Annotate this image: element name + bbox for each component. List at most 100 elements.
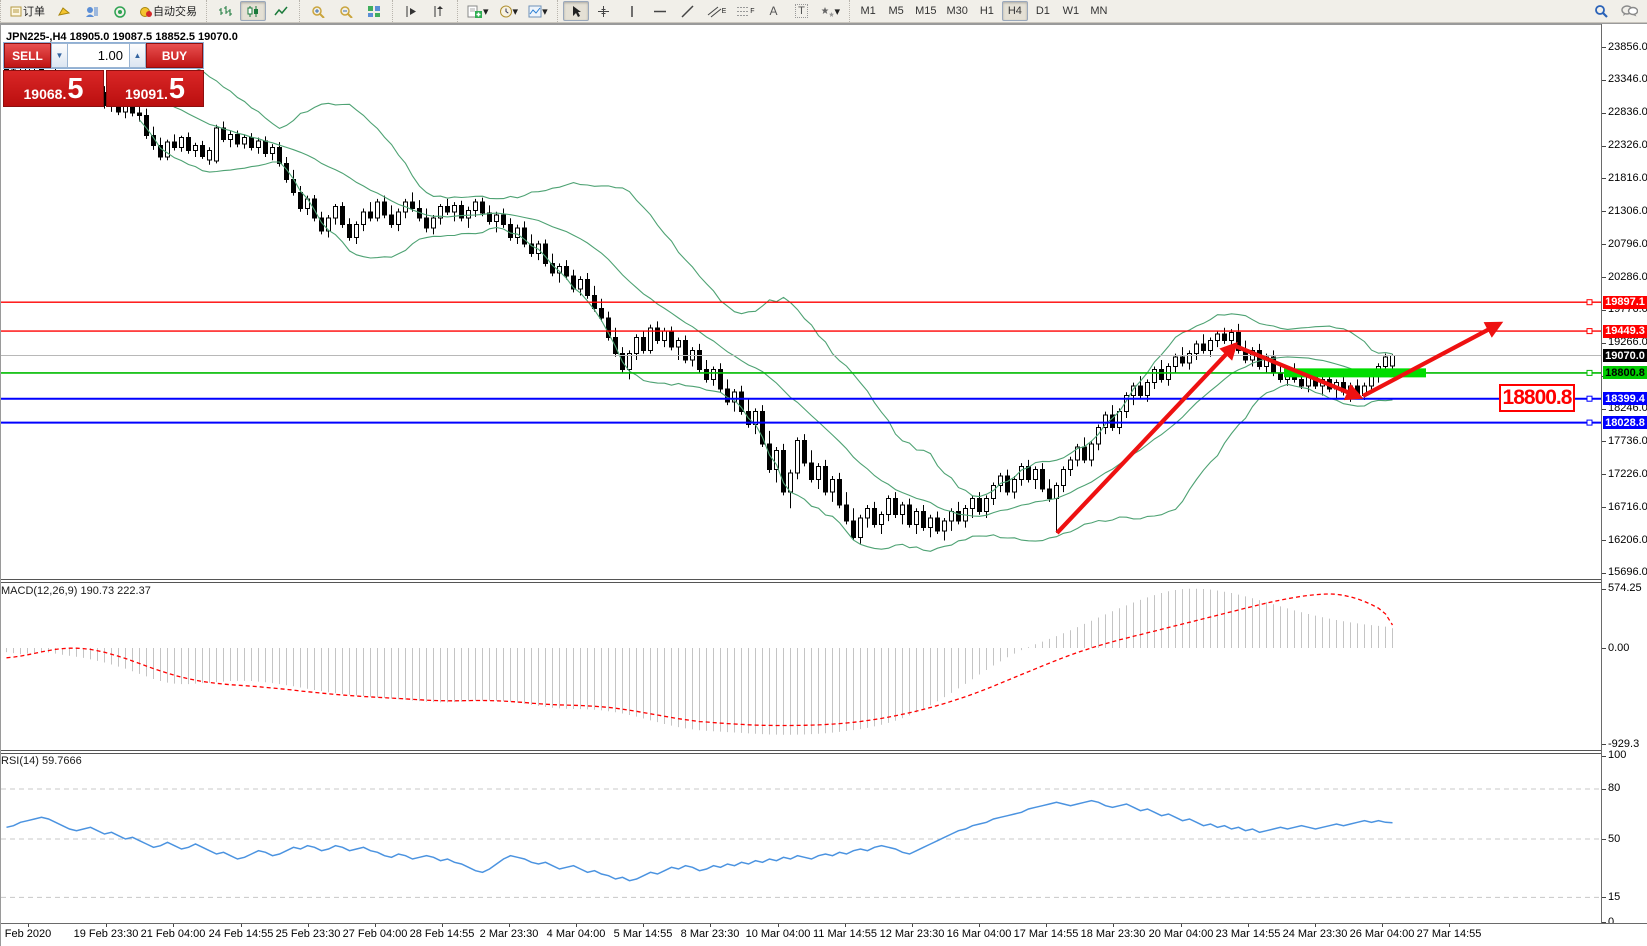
new-order-button[interactable]: 订单 xyxy=(6,1,49,21)
rsi-tick-100: 100 xyxy=(1608,749,1627,762)
time-label: 21 Feb 04:00 xyxy=(140,928,206,940)
timeframe-button-MN[interactable]: MN xyxy=(1090,5,1108,17)
autotrade-button[interactable]: 自动交易 xyxy=(135,1,201,21)
signals-button[interactable] xyxy=(107,1,133,21)
toolbar-group-chart-type xyxy=(206,0,299,22)
data-window-icon xyxy=(86,6,98,17)
timeframe-button-M30[interactable]: M30 xyxy=(946,5,968,17)
label-tool-button[interactable]: T xyxy=(789,1,815,21)
volume-input[interactable]: 1.00 xyxy=(68,43,129,68)
candlestick-chart-button[interactable] xyxy=(240,1,266,21)
axis-tick-mark xyxy=(1602,755,1606,757)
price-tick-21306: 21306.0 xyxy=(1608,204,1647,217)
timeframe-button-W1[interactable]: W1 xyxy=(1062,5,1080,17)
bid-price-panel[interactable]: 19068. 5 xyxy=(3,70,104,107)
time-tick-mark xyxy=(1046,924,1047,927)
timeframe-button-H4[interactable]: H4 xyxy=(1001,1,1028,21)
templates-button[interactable]: ▾ xyxy=(524,1,552,21)
time-tick-mark xyxy=(710,924,711,927)
horizontal-line-tool-button[interactable] xyxy=(647,1,673,21)
horizontal-line-icon xyxy=(653,10,666,12)
hline-handle-18028.8[interactable] xyxy=(1586,419,1593,426)
trendline-tool-button[interactable] xyxy=(675,1,701,21)
price-tick-20796: 20796.0 xyxy=(1608,237,1647,250)
chat-button[interactable] xyxy=(1616,1,1642,21)
zoom-out-button[interactable] xyxy=(333,1,359,21)
trend-arrow-segment-1[interactable] xyxy=(1055,341,1238,535)
time-axis[interactable]: Feb 2020 19 Feb 23:30 21 Feb 04:00 24 Feb 1… xyxy=(1,923,1647,946)
hline-handle-18800.8[interactable] xyxy=(1586,369,1593,376)
rsi-pane-resizer[interactable] xyxy=(1,750,1601,754)
axis-tick-mark xyxy=(1602,572,1606,574)
axis-tick-mark xyxy=(1602,441,1606,443)
trend-arrow-segment-3[interactable] xyxy=(1362,321,1504,398)
volume-decrease-button[interactable]: ▼ xyxy=(51,43,68,68)
time-label: 17 Mar 14:55 xyxy=(1013,928,1079,940)
axis-tick-mark xyxy=(1602,839,1606,840)
price-chip-19897.1: 19897.1 xyxy=(1603,295,1647,309)
chart-shift-button[interactable] xyxy=(426,1,452,21)
cursor-icon xyxy=(572,5,581,17)
bar-chart-button[interactable] xyxy=(212,1,238,21)
channel-e-label: E xyxy=(721,7,727,15)
auto-scroll-button[interactable] xyxy=(398,1,424,21)
line-chart-button[interactable] xyxy=(268,1,294,21)
chart-canvas[interactable] xyxy=(1,24,1601,945)
time-label: 12 Mar 23:30 xyxy=(879,928,945,940)
market-watch-button[interactable] xyxy=(51,1,77,21)
indicators-add-icon xyxy=(467,5,482,18)
fibonacci-tool-button[interactable]: F xyxy=(732,1,758,21)
axis-tick-mark xyxy=(1602,922,1606,924)
ask-price-panel[interactable]: 19091. 5 xyxy=(106,70,204,107)
time-tick-mark xyxy=(375,924,376,927)
time-label: 24 Mar 23:30 xyxy=(1282,928,1348,940)
vertical-line-tool-button[interactable] xyxy=(619,1,645,21)
axis-tick-mark xyxy=(1602,588,1606,590)
chart-shift-icon xyxy=(434,5,443,17)
macd-pane-resizer[interactable] xyxy=(1,579,1601,583)
bid-price-main: 19068. xyxy=(23,86,67,102)
ask-price-pips: 5 xyxy=(168,73,185,105)
volume-increase-button[interactable]: ▲ xyxy=(129,43,146,68)
indicators-add-button[interactable]: ▾ xyxy=(463,1,493,21)
channel-tool-button[interactable]: E xyxy=(703,1,731,21)
buy-button[interactable]: BUY xyxy=(146,43,203,68)
bid-price-pips: 5 xyxy=(67,73,84,105)
timeframe-button-H1[interactable]: H1 xyxy=(979,5,994,17)
time-tick-mark xyxy=(308,924,309,927)
timeframe-button-M1[interactable]: M1 xyxy=(860,5,876,17)
hline-handle-19449.3[interactable] xyxy=(1586,328,1593,335)
cursor-tool-button[interactable] xyxy=(562,1,589,21)
support-zone-bar[interactable] xyxy=(1284,368,1426,378)
axis-tick-mark xyxy=(1602,342,1606,344)
timeframe-button-D1[interactable]: D1 xyxy=(1035,5,1050,17)
timeframe-button-M5[interactable]: M5 xyxy=(888,5,904,17)
text-tool-button[interactable]: A xyxy=(761,1,787,21)
periods-button[interactable]: ▾ xyxy=(495,1,523,21)
timeframe-button-M15[interactable]: M15 xyxy=(915,5,937,17)
hline-handle-19897.1[interactable] xyxy=(1586,299,1593,306)
price-annotation-box[interactable]: 18800.8 xyxy=(1499,384,1575,412)
axis-tick-mark xyxy=(1602,211,1606,213)
axis-tick-mark xyxy=(1602,309,1606,311)
price-axis[interactable]: 23856.0 23346.0 22836.0 22326.0 21816.0 21306… xyxy=(1601,24,1647,945)
rsi-line xyxy=(6,799,1393,882)
time-label: 8 Mar 23:30 xyxy=(680,928,740,940)
data-window-button[interactable] xyxy=(79,1,105,21)
time-label: 11 Mar 14:55 xyxy=(812,928,878,940)
rsi-tick-15: 15 xyxy=(1608,890,1621,903)
crosshair-tool-button[interactable] xyxy=(591,1,617,21)
sell-button[interactable]: SELL xyxy=(4,43,51,68)
zoom-in-button[interactable] xyxy=(305,1,331,21)
toolbar-group-standard: 订单 自动交易 xyxy=(0,0,206,22)
time-label: 4 Mar 04:00 xyxy=(546,928,606,940)
trend-annotations[interactable] xyxy=(1055,321,1504,535)
trend-arrow-segment-2[interactable] xyxy=(1232,343,1364,401)
tile-windows-button[interactable] xyxy=(361,1,387,21)
time-tick-mark xyxy=(912,924,913,927)
search-button[interactable] xyxy=(1588,1,1614,21)
price-chip-18800.8: 18800.8 xyxy=(1603,366,1647,380)
shapes-tool-button[interactable]: ▾ xyxy=(817,1,845,21)
chart-window: JPN225-,H4 18905.0 19087.5 18852.5 19070… xyxy=(0,23,1647,946)
hline-handle-18399.4[interactable] xyxy=(1586,395,1593,402)
